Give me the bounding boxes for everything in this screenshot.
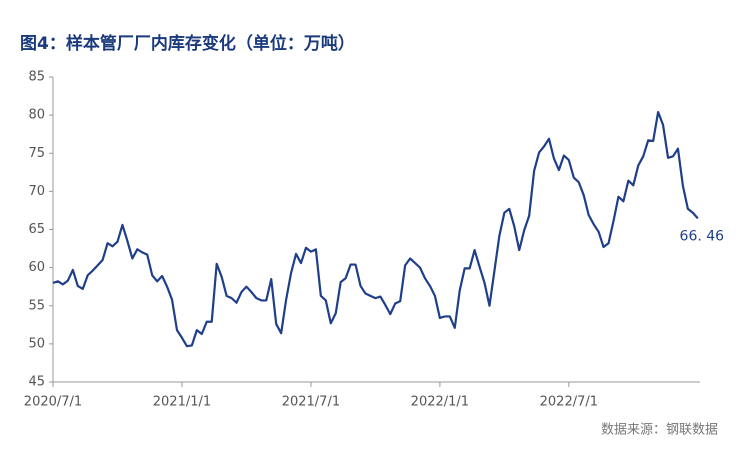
x-tick-label: 2020/7/1 bbox=[24, 395, 82, 410]
y-tick-label: 70 bbox=[28, 184, 45, 199]
data-label: 66. 46 bbox=[680, 228, 725, 244]
y-tick-label: 65 bbox=[28, 222, 45, 237]
x-tick-label: 2021/1/1 bbox=[153, 395, 211, 410]
source: 数据来源：钢联数据 bbox=[601, 423, 718, 438]
chart-title: 图4：样本管厂厂内库存变化（单位：万吨） bbox=[20, 33, 355, 54]
x-tick-label: 2021/7/1 bbox=[282, 395, 340, 410]
y-tick-label: 75 bbox=[28, 146, 45, 161]
y-tick-label: 45 bbox=[28, 375, 45, 390]
data-line bbox=[52, 110, 699, 348]
y-tick-label: 55 bbox=[28, 298, 45, 313]
y-tick-label: 60 bbox=[28, 260, 45, 275]
y-tick-label: 85 bbox=[28, 70, 45, 85]
x-tick-label: 2022/7/1 bbox=[540, 395, 598, 410]
x-tick-label: 2022/1/1 bbox=[411, 395, 469, 410]
y-tick-label: 50 bbox=[28, 336, 45, 351]
y-tick-label: 80 bbox=[28, 108, 45, 123]
